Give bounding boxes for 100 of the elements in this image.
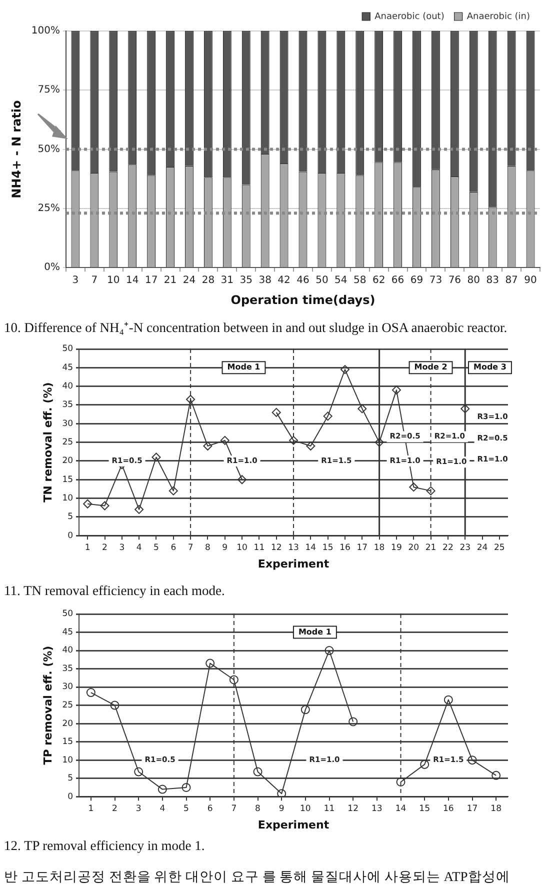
x-tick-label: 3 — [72, 275, 79, 286]
y-tick-label: 5 — [68, 774, 74, 784]
x-tick-label: 54 — [334, 275, 348, 286]
x-tick-label: 12 — [348, 804, 359, 814]
x-tick-label: 6 — [170, 542, 176, 553]
x-tick-label: 10 — [300, 804, 311, 814]
y-tick-label: 20 — [62, 456, 74, 466]
x-tick-label: 23 — [460, 542, 471, 553]
x-tick-label: 46 — [296, 275, 310, 286]
x-tick-label: 25 — [494, 542, 505, 553]
x-tick-label: 21 — [425, 542, 436, 553]
x-axis-title: Operation time(days) — [230, 292, 376, 307]
x-tick-label: 7 — [188, 542, 194, 553]
x-tick-label: 20 — [408, 542, 420, 553]
x-tick-label: 14 — [126, 275, 139, 286]
x-tick-label: 24 — [182, 275, 196, 286]
x-tick-label: 73 — [429, 275, 442, 286]
x-tick-label: 50 — [316, 275, 328, 286]
x-tick-label: 3 — [136, 804, 142, 814]
y-tick-label: 0 — [68, 530, 74, 541]
x-tick-label: 5 — [154, 542, 159, 553]
x-tick-label: 31 — [220, 275, 234, 286]
x-tick-label: 7 — [231, 804, 237, 814]
x-tick-label: 87 — [505, 275, 518, 286]
y-tick-label: 25% — [38, 203, 60, 214]
x-tick-label: 83 — [486, 275, 499, 286]
x-tick-label: 2 — [102, 542, 108, 553]
y-tick-label: 50% — [38, 144, 60, 155]
y-tick-label: 45 — [62, 362, 74, 373]
y-tick-label: 45 — [62, 627, 74, 638]
y-tick-label: 50 — [62, 344, 74, 354]
y-tick-label: 30 — [62, 418, 74, 429]
x-tick-label: 4 — [160, 804, 166, 814]
x-tick-label: 16 — [340, 542, 350, 553]
x-axis-title: Experiment — [258, 557, 330, 570]
x-tick-label: 58 — [354, 275, 366, 286]
y-tick-label: 35 — [62, 400, 74, 410]
legend-label: Anaerobic (in) — [466, 12, 530, 22]
x-tick-label: 42 — [278, 275, 290, 286]
y-tick-label: 75% — [38, 84, 60, 96]
text: 10. Difference of NH₄⁺-N concentration between in and out sludge in OSA anaerobic reactor. — [4, 319, 508, 336]
x-tick-label: 13 — [288, 542, 299, 553]
y-tick-label: 25 — [62, 438, 74, 448]
text: 12. TP removal efficiency in mode 1. — [4, 838, 205, 854]
x-tick-label: 12 — [270, 542, 282, 553]
annotation: Mode 3 — [474, 362, 506, 372]
x-tick-label: 11 — [254, 542, 265, 553]
annotation: Mode 2 — [414, 362, 448, 372]
y-tick-label: 0 — [68, 792, 74, 802]
x-tick-label: 16 — [443, 804, 454, 814]
x-tick-label: 80 — [467, 275, 480, 286]
x-tick-label: 10 — [236, 542, 248, 553]
x-tick-label: 28 — [202, 275, 215, 286]
text: 반 고도처리공정 전환을 위한 대안이 요구 를 통해 물질대사에 사용되는 ATP합성에 — [4, 868, 510, 885]
x-tick-label: 11 — [324, 804, 335, 814]
y-tick-label: 30 — [62, 682, 74, 692]
y-axis-title: TN removal eff. (%) — [41, 382, 54, 502]
y-tick-label: 10 — [62, 493, 74, 504]
y-tick-label: 50 — [62, 609, 74, 620]
x-tick-label: 8 — [255, 804, 260, 814]
x-tick-label: 18 — [490, 804, 502, 814]
y-tick-label: 15 — [62, 474, 74, 485]
x-tick-label: 35 — [240, 275, 252, 286]
y-tick-label: 15 — [62, 737, 74, 748]
x-tick-label: 5 — [184, 804, 189, 814]
y-tick-label: 40 — [62, 646, 74, 656]
y-axis-title: TP removal eff. (%) — [41, 646, 54, 765]
x-tick-label: 1 — [84, 542, 90, 553]
x-tick-label: 38 — [258, 275, 272, 286]
x-tick-label: 1 — [88, 804, 94, 814]
x-tick-label: 9 — [278, 804, 284, 814]
annotation: Mode 1 — [227, 362, 261, 372]
x-tick-label: 66 — [391, 275, 404, 286]
x-axis-title: Experiment — [258, 818, 330, 832]
x-tick-label: 8 — [205, 542, 210, 553]
x-tick-label: 6 — [207, 804, 213, 814]
x-tick-label: 13 — [372, 804, 382, 814]
legend-label: Anaerobic (out) — [374, 12, 444, 22]
y-tick-label: 5 — [68, 512, 74, 522]
x-tick-label: 10 — [107, 275, 120, 286]
y-tick-label: 20 — [62, 718, 74, 729]
x-tick-label: 24 — [476, 542, 488, 553]
y-tick-label: 10 — [62, 755, 74, 766]
x-tick-label: 15 — [322, 542, 334, 553]
text: 11. TN removal efficiency in each mode. — [4, 583, 225, 599]
x-tick-label: 18 — [374, 542, 385, 553]
y-tick-label: 35 — [62, 664, 74, 674]
x-tick-label: 7 — [91, 275, 98, 286]
x-tick-label: 9 — [222, 542, 228, 553]
y-axis-title: NH4+ - N ratio — [9, 100, 24, 198]
x-tick-label: 14 — [305, 542, 316, 553]
y-tick-label: 0% — [44, 262, 60, 274]
x-tick-label: 17 — [144, 275, 158, 286]
x-tick-label: 69 — [410, 275, 424, 286]
x-tick-label: 21 — [164, 275, 177, 286]
y-tick-label: 100% — [31, 26, 60, 37]
x-tick-label: 22 — [442, 542, 454, 553]
x-tick-label: 62 — [372, 275, 386, 286]
x-tick-label: 17 — [466, 804, 478, 814]
x-tick-label: 90 — [524, 275, 537, 286]
